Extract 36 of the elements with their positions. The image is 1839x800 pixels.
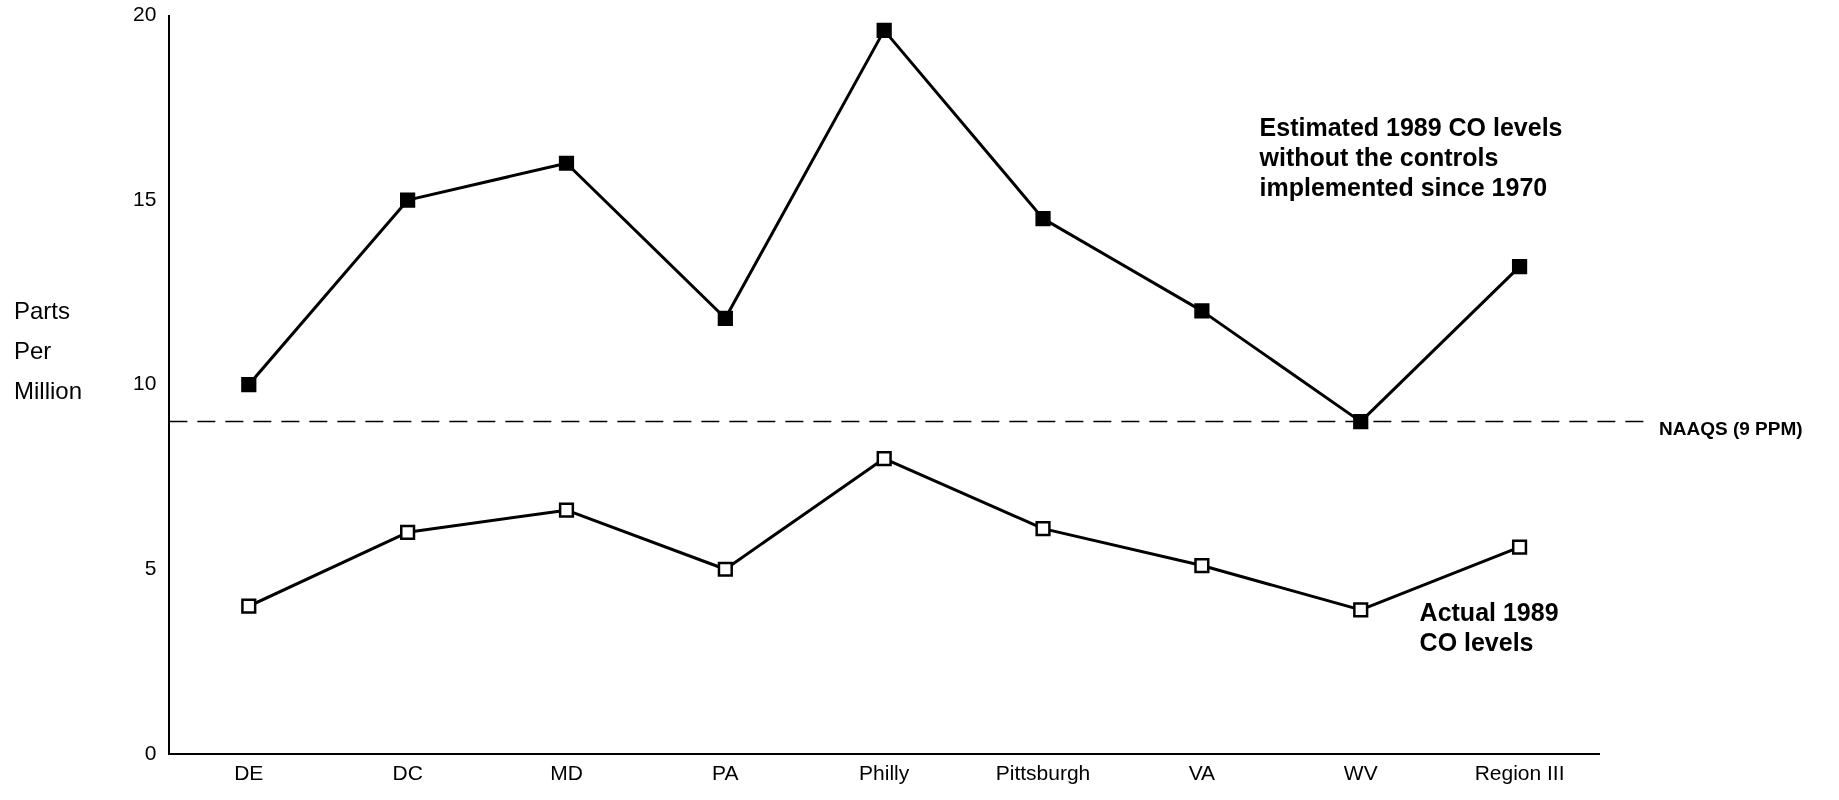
point xyxy=(1194,303,1210,319)
y-tick-label: 0 xyxy=(144,740,157,764)
series-label: Actual 1989 CO levels xyxy=(1419,598,1559,657)
x-tick-label: Pittsburgh xyxy=(995,761,1091,785)
x-tick-label: DC xyxy=(392,761,423,785)
point xyxy=(400,192,416,208)
point xyxy=(876,450,892,467)
x-tick-label: DE xyxy=(234,761,264,785)
y-tick-label: 20 xyxy=(133,2,157,26)
x-tick-label: VA xyxy=(1188,761,1216,785)
x-tick-label: WV xyxy=(1343,761,1378,785)
point xyxy=(400,524,416,540)
point xyxy=(241,598,257,614)
point xyxy=(1353,602,1369,618)
x-tick-label: PA xyxy=(712,761,739,785)
point xyxy=(717,561,733,577)
x-tick-label: Philly xyxy=(859,761,910,785)
point xyxy=(558,155,575,171)
ref-line-label: NAAQS (9 PPM) xyxy=(1659,417,1803,439)
point xyxy=(1035,521,1051,537)
y-tick-label: 15 xyxy=(133,186,157,210)
y-axis-title: Parts Per Million xyxy=(14,296,83,404)
point xyxy=(558,502,575,518)
point xyxy=(717,310,733,326)
x-tick-label: Region III xyxy=(1474,761,1565,785)
point xyxy=(1353,414,1369,430)
text: Estimated 1989 CO levels without the controls implemented since 1970 xyxy=(1258,112,1563,201)
y-tick-label: 5 xyxy=(144,556,157,580)
point xyxy=(241,377,257,393)
point xyxy=(1511,258,1528,275)
point xyxy=(1194,557,1210,574)
x-tick-label: MD xyxy=(550,761,583,785)
y-tick-label: 10 xyxy=(133,371,157,395)
point xyxy=(1035,210,1051,227)
point xyxy=(1511,539,1528,555)
point xyxy=(876,22,892,38)
